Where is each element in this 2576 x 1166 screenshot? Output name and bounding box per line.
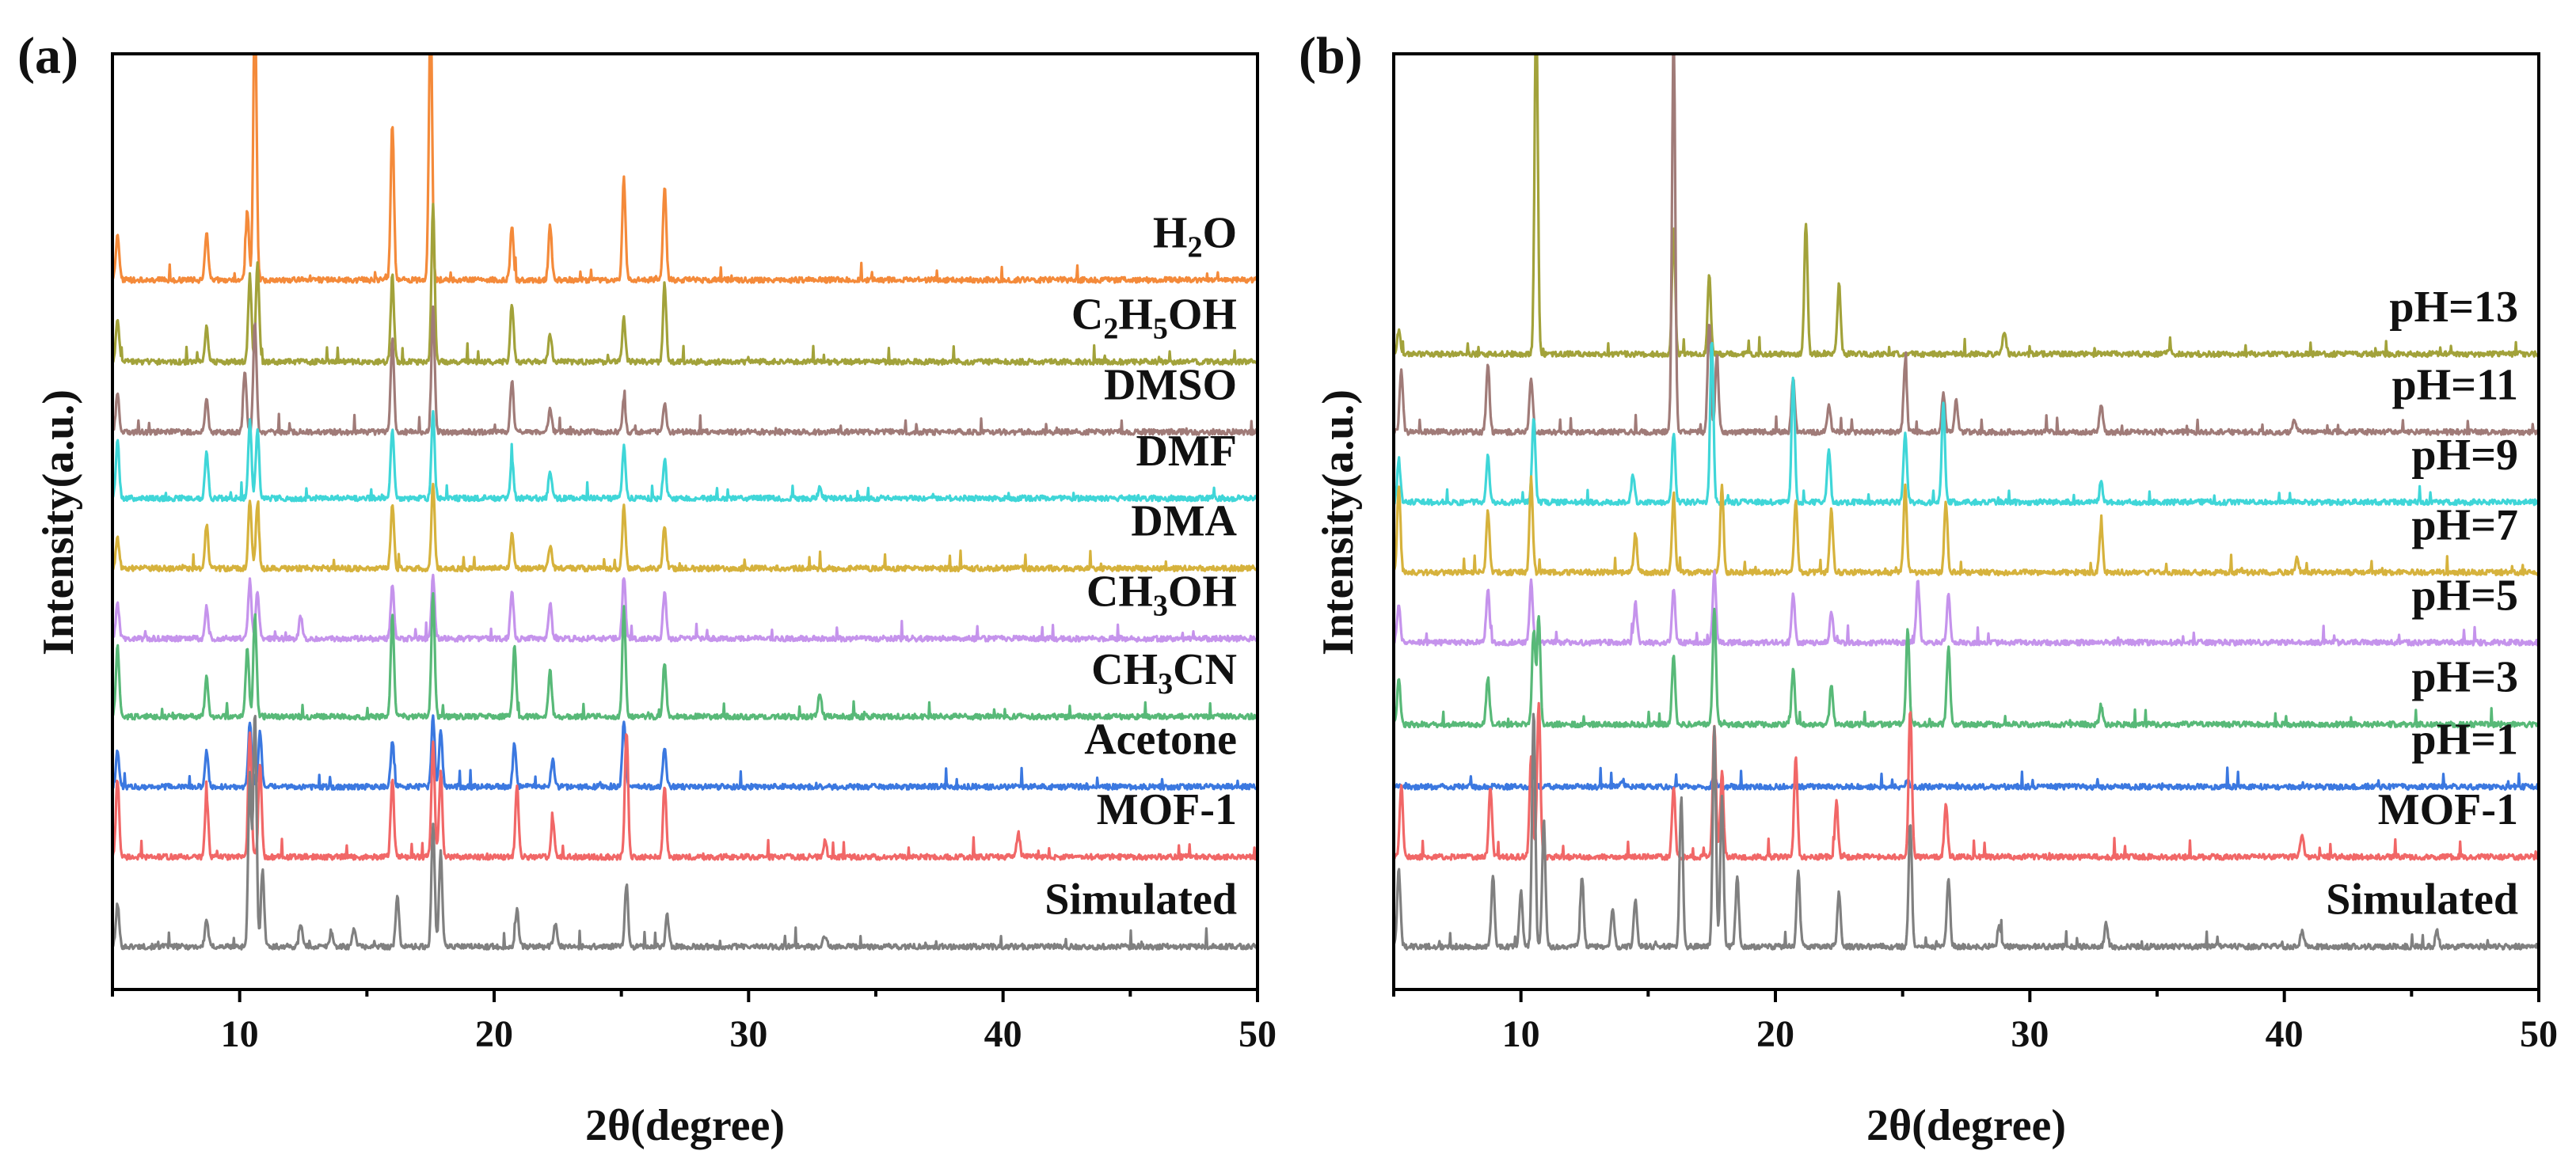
trace-pH=11 (1394, 54, 2539, 436)
x-tick-label-20: 20 (475, 1013, 513, 1055)
series-label-pH=9: pH=9 (2411, 431, 2518, 480)
series-label-Simulated: Simulated (1044, 875, 1237, 925)
panel-b-letter: (b) (1299, 27, 1363, 85)
series-label-pH=5: pH=5 (2411, 571, 2518, 620)
panel-a: (a) 10 20 30 40 50 Simulated MOF-1 Acetone CH3C… (17, 27, 1277, 1150)
series-label-H2O: H2O (1153, 208, 1237, 264)
x-tick-label-10: 10 (1502, 1013, 1540, 1055)
series-label-pH=11: pH=11 (2391, 360, 2518, 409)
panel-b-series-labels: Simulated MOF-1 pH=1 pH=3 pH=5 pH=7 pH=9 pH=11 p… (2326, 283, 2518, 925)
trace-MOF-1 (112, 731, 1258, 861)
series-label-CH3CN: CH3CN (1091, 645, 1237, 701)
panel-a-series-labels: Simulated MOF-1 Acetone CH3CN CH3OH DMA DMF DMS… (1044, 208, 1237, 924)
series-label-Acetone: Acetone (1084, 716, 1237, 765)
trace-pH=13 (1394, 54, 2539, 359)
x-tick-label-20: 20 (1756, 1013, 1794, 1055)
panel-b: (b) 10 20 30 40 50 Simulated MOF-1 pH=1 pH=3 pH=… (1299, 27, 2558, 1150)
series-label-Simulated: Simulated (2326, 875, 2518, 925)
panel-a-letter: (a) (17, 27, 78, 85)
panel-a-x-axis: 10 20 30 40 50 (111, 989, 1277, 1055)
x-tick-label-50: 50 (1239, 1013, 1277, 1055)
panel-b-y-axis-title: Intensity(a.u.) (1314, 389, 1363, 655)
series-label-CH3OH: CH3OH (1086, 567, 1237, 622)
x-tick-label-50: 50 (2520, 1013, 2558, 1055)
series-label-pH=3: pH=3 (2411, 653, 2518, 702)
x-tick-label-30: 30 (729, 1013, 767, 1055)
panel-a-y-axis-title: Intensity(a.u.) (34, 389, 83, 655)
panel-a-x-axis-title: 2θ(degree) (585, 1101, 785, 1150)
trace-CH3CN (112, 592, 1258, 721)
series-label-pH=13: pH=13 (2389, 283, 2518, 332)
x-tick-label-10: 10 (221, 1013, 259, 1055)
series-label-pH=7: pH=7 (2411, 501, 2518, 550)
trace-DMA (112, 482, 1258, 573)
panel-b-x-axis-title: 2θ(degree) (1866, 1101, 2066, 1150)
trace-pH=5 (1394, 569, 2539, 647)
trace-DMF (112, 410, 1258, 503)
series-label-MOF-1: MOF-1 (1097, 785, 1237, 834)
x-tick-label-40: 40 (2266, 1013, 2304, 1055)
panel-a-frame (111, 52, 1259, 991)
panel-b-plot-area (1394, 54, 2539, 951)
trace-pH=9 (1394, 341, 2539, 507)
series-label-DMF: DMF (1136, 427, 1237, 476)
trace-CH3OH (112, 573, 1258, 643)
series-label-MOF-1: MOF-1 (2378, 785, 2518, 834)
trace-pH=1 (1394, 766, 2539, 791)
series-label-DMA: DMA (1131, 497, 1237, 546)
x-tick-label-30: 30 (2011, 1013, 2049, 1055)
trace-Simulated (112, 715, 1258, 951)
trace-DMSO (112, 305, 1258, 436)
trace-Acetone (112, 714, 1258, 791)
trace-Simulated (1394, 712, 2539, 951)
trace-H2O (112, 54, 1258, 284)
series-label-C2H5OH: C2H5OH (1071, 291, 1237, 346)
panel-b-frame (1392, 52, 2540, 991)
series-label-pH=1: pH=1 (2411, 716, 2518, 765)
series-label-DMSO: DMSO (1104, 360, 1237, 409)
trace-C2H5OH (112, 203, 1258, 367)
trace-MOF-1 (1394, 701, 2539, 861)
x-tick-label-40: 40 (984, 1013, 1022, 1055)
panel-b-x-axis: 10 20 30 40 50 (1392, 989, 2558, 1055)
trace-pH=3 (1394, 607, 2539, 729)
trace-pH=7 (1394, 475, 2539, 577)
panel-a-plot-area (112, 54, 1258, 951)
